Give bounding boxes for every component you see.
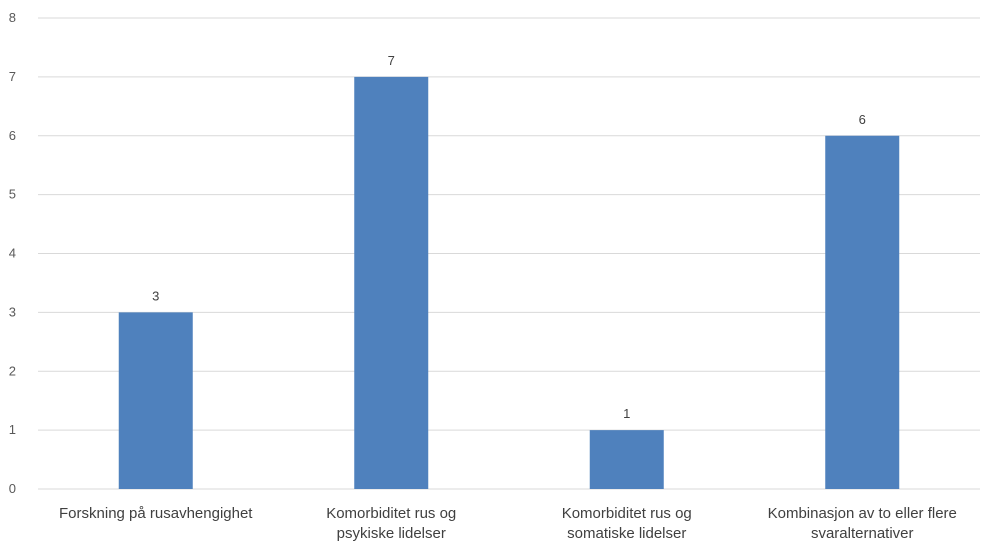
data-labels: 3 7 1 6 bbox=[152, 53, 866, 421]
x-axis-categories: Forskning på rusavhengighet Komorbiditet … bbox=[59, 505, 957, 542]
bars bbox=[118, 76, 900, 489]
y-tick-label-0: 0 bbox=[9, 481, 16, 496]
y-tick-label-6: 6 bbox=[9, 128, 16, 143]
y-tick-label-8: 8 bbox=[9, 10, 16, 25]
bar-3 bbox=[825, 135, 900, 489]
category-label-1: Komorbiditet rus og psykiske lidelser bbox=[326, 505, 456, 542]
bar-1 bbox=[354, 76, 429, 489]
category-label-3: Kombinasjon av to eller flere svaralterna… bbox=[768, 505, 957, 542]
category-label-2-line-0: Komorbiditet rus og bbox=[562, 505, 692, 522]
y-axis-ticks: 0 1 2 3 4 5 6 7 8 bbox=[9, 10, 16, 496]
category-label-2-line-1: somatiske lidelser bbox=[567, 525, 686, 542]
bar-2 bbox=[589, 430, 664, 489]
category-label-1-line-0: Komorbiditet rus og bbox=[326, 505, 456, 522]
y-tick-label-3: 3 bbox=[9, 304, 16, 319]
y-tick-label-4: 4 bbox=[9, 246, 16, 261]
category-label-0: Forskning på rusavhengighet bbox=[59, 505, 253, 522]
category-label-3-line-1: svaralternativer bbox=[811, 525, 914, 542]
data-label-0: 3 bbox=[152, 288, 159, 303]
category-label-3-line-0: Kombinasjon av to eller flere bbox=[768, 505, 957, 522]
y-tick-label-1: 1 bbox=[9, 422, 16, 437]
y-tick-label-2: 2 bbox=[9, 363, 16, 378]
gridlines bbox=[38, 17, 980, 490]
data-label-2: 1 bbox=[623, 406, 630, 421]
data-label-1: 7 bbox=[388, 53, 395, 68]
category-label-2: Komorbiditet rus og somatiske lidelser bbox=[562, 505, 692, 542]
bar-0 bbox=[118, 312, 193, 489]
category-label-1-line-1: psykiske lidelser bbox=[337, 525, 446, 542]
y-tick-label-7: 7 bbox=[9, 69, 16, 84]
y-tick-label-5: 5 bbox=[9, 187, 16, 202]
category-label-0-line-0: Forskning på rusavhengighet bbox=[59, 505, 253, 522]
data-label-3: 6 bbox=[859, 112, 866, 127]
